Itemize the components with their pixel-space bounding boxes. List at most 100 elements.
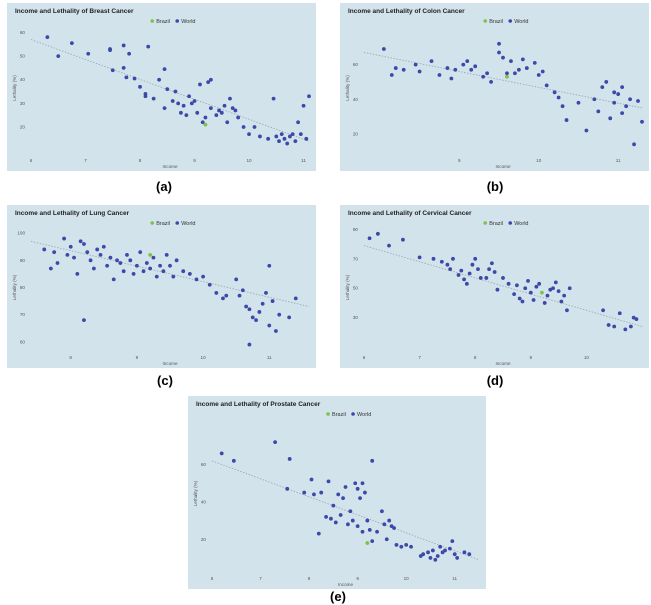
world-point xyxy=(562,293,567,298)
world-point xyxy=(333,520,338,525)
x-tick-label: 9 xyxy=(136,355,139,360)
x-tick-label: 7 xyxy=(84,158,87,163)
legend-world-marker xyxy=(175,221,180,225)
world-point xyxy=(520,299,525,304)
world-point xyxy=(417,255,422,260)
world-point xyxy=(489,261,494,266)
world-point xyxy=(194,277,199,282)
world-point xyxy=(601,308,605,313)
world-point xyxy=(214,291,219,295)
world-point xyxy=(254,318,258,323)
brazil-point xyxy=(505,74,509,79)
world-point xyxy=(346,522,350,527)
world-point xyxy=(181,269,186,274)
world-point xyxy=(179,110,183,115)
world-point xyxy=(127,51,132,56)
legend-brazil-label: Brazil xyxy=(332,412,346,418)
y-axis-label: Lethality (%) xyxy=(12,75,17,101)
world-point xyxy=(95,247,100,252)
y-tick-label: 40 xyxy=(201,499,207,504)
world-point xyxy=(353,481,358,486)
world-point xyxy=(426,550,430,555)
world-point xyxy=(293,296,298,301)
world-point xyxy=(365,518,370,523)
world-point xyxy=(187,272,192,276)
world-point xyxy=(219,110,224,115)
world-point xyxy=(628,324,633,329)
world-point xyxy=(247,132,251,136)
world-point xyxy=(189,101,194,106)
world-point xyxy=(85,250,90,255)
world-point xyxy=(576,100,581,105)
world-point xyxy=(271,96,276,101)
world-point xyxy=(128,258,133,263)
world-point xyxy=(413,62,418,67)
world-point xyxy=(380,509,384,514)
x-tick-label: 6 xyxy=(30,158,33,163)
world-point xyxy=(553,280,558,285)
world-point xyxy=(326,479,331,484)
world-point xyxy=(296,120,300,125)
chart-svg-e: Income and Lethality of Prostate Cancer B… xyxy=(188,396,486,589)
world-point xyxy=(165,87,170,92)
world-point xyxy=(247,342,252,347)
world-point xyxy=(240,288,245,293)
legend-world-marker xyxy=(508,221,513,225)
world-point xyxy=(148,266,153,271)
world-point xyxy=(316,531,321,536)
world-point xyxy=(144,261,149,265)
world-point xyxy=(336,492,341,497)
world-point xyxy=(481,74,486,79)
world-point xyxy=(45,35,50,40)
world-point xyxy=(228,96,232,101)
world-point xyxy=(453,67,458,72)
world-point xyxy=(82,318,86,323)
world-point xyxy=(250,315,255,320)
legend-world-marker xyxy=(508,19,513,23)
world-point xyxy=(219,451,224,456)
world-point xyxy=(121,66,126,70)
y-tick-label: 30 xyxy=(353,315,359,320)
world-point xyxy=(443,548,447,553)
world-point xyxy=(88,258,93,263)
legend-brazil-marker xyxy=(150,19,155,23)
world-point xyxy=(230,106,235,110)
world-point xyxy=(437,73,442,77)
world-point xyxy=(217,108,221,113)
world-point xyxy=(343,485,348,489)
chart-background xyxy=(7,205,316,368)
world-point xyxy=(108,255,113,260)
world-point xyxy=(157,77,161,82)
world-point xyxy=(329,516,333,521)
y-tick-label: 30 xyxy=(20,101,26,106)
world-point xyxy=(409,544,413,549)
world-point xyxy=(612,90,617,95)
world-point xyxy=(68,244,73,249)
world-point xyxy=(462,277,466,282)
trend-line xyxy=(30,39,310,142)
world-point xyxy=(404,542,409,547)
world-point xyxy=(208,106,213,110)
world-point xyxy=(536,73,541,77)
world-point xyxy=(161,269,166,274)
world-point xyxy=(438,544,443,549)
world-point xyxy=(285,141,290,146)
legend-world-label: World xyxy=(514,19,528,25)
brazil-point xyxy=(203,122,208,127)
y-tick-label: 50 xyxy=(20,54,26,59)
world-point xyxy=(124,75,129,80)
y-tick-label: 80 xyxy=(20,285,26,290)
world-point xyxy=(267,323,272,328)
world-point xyxy=(548,287,553,292)
world-point xyxy=(214,113,219,118)
world-point xyxy=(456,273,461,277)
world-point xyxy=(492,270,497,274)
world-point xyxy=(376,231,380,236)
world-point xyxy=(606,323,611,327)
world-point xyxy=(387,518,392,523)
world-point xyxy=(288,134,292,139)
world-point xyxy=(260,301,265,306)
world-point xyxy=(62,236,66,241)
world-point xyxy=(279,132,284,136)
brazil-point xyxy=(365,541,370,545)
